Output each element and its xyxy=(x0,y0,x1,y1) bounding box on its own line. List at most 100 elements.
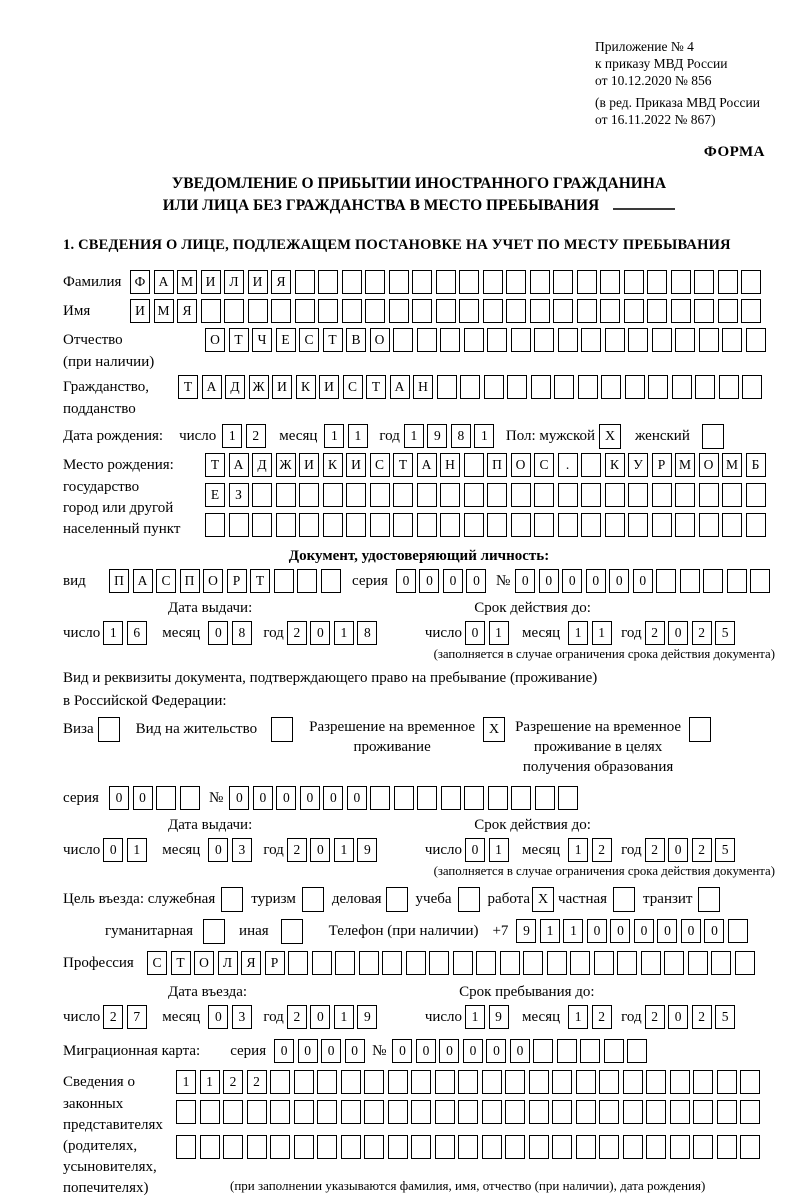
char-cell[interactable] xyxy=(487,328,507,352)
char-cell[interactable] xyxy=(646,1100,666,1124)
char-cell[interactable] xyxy=(458,1100,478,1124)
char-cell[interactable]: Я xyxy=(271,270,291,294)
char-cell[interactable]: 5 xyxy=(715,838,736,862)
char-cell[interactable] xyxy=(554,375,574,399)
char-cell[interactable] xyxy=(358,951,379,975)
char-cell[interactable]: З xyxy=(228,483,249,507)
char-cell[interactable]: 1 xyxy=(403,424,424,448)
checkbox-private[interactable] xyxy=(613,887,636,912)
char-cell[interactable] xyxy=(529,299,550,323)
char-cell[interactable]: 0 xyxy=(274,1039,295,1063)
char-cell[interactable]: 0 xyxy=(442,569,463,593)
char-cell[interactable] xyxy=(273,569,294,593)
char-cell[interactable] xyxy=(417,786,438,810)
char-cell[interactable] xyxy=(505,1135,525,1159)
char-cell[interactable] xyxy=(412,270,432,294)
char-cell[interactable]: Т xyxy=(322,328,343,352)
char-cell[interactable]: 1 xyxy=(568,838,589,862)
char-cell[interactable]: 2 xyxy=(691,621,712,645)
char-cell[interactable]: 0 xyxy=(466,569,487,593)
char-cell[interactable]: В xyxy=(346,328,366,352)
char-cell[interactable]: 0 xyxy=(297,1039,318,1063)
checkbox-female[interactable] xyxy=(701,424,724,449)
char-cell[interactable]: 0 xyxy=(395,569,416,593)
char-cell[interactable] xyxy=(224,299,244,323)
char-cell[interactable] xyxy=(294,270,315,294)
char-cell[interactable] xyxy=(694,299,714,323)
char-cell[interactable]: 0 xyxy=(321,1039,342,1063)
char-cell[interactable]: 1 xyxy=(568,621,589,645)
char-cell[interactable] xyxy=(687,951,708,975)
char-cell[interactable] xyxy=(722,483,742,507)
char-cell[interactable] xyxy=(275,483,296,507)
char-cell[interactable] xyxy=(434,1135,455,1159)
char-cell[interactable] xyxy=(452,951,473,975)
char-cell[interactable] xyxy=(440,513,460,537)
char-cell[interactable]: 1 xyxy=(126,838,147,862)
char-cell[interactable] xyxy=(460,375,480,399)
char-cell[interactable] xyxy=(552,1135,572,1159)
char-cell[interactable] xyxy=(552,1070,572,1094)
char-cell[interactable]: И xyxy=(130,299,150,323)
char-cell[interactable] xyxy=(575,1070,596,1094)
checkbox-tourism[interactable] xyxy=(301,887,324,912)
char-cell[interactable] xyxy=(340,1100,361,1124)
char-cell[interactable] xyxy=(628,328,648,352)
char-cell[interactable] xyxy=(487,786,508,810)
checkbox-transit[interactable] xyxy=(698,887,721,912)
char-cell[interactable] xyxy=(671,375,692,399)
char-cell[interactable] xyxy=(669,1135,690,1159)
char-cell[interactable] xyxy=(459,270,479,294)
char-cell[interactable] xyxy=(718,375,739,399)
char-cell[interactable] xyxy=(364,1135,384,1159)
char-cell[interactable] xyxy=(703,569,724,593)
char-cell[interactable]: 2 xyxy=(223,1070,243,1094)
char-cell[interactable] xyxy=(434,1100,455,1124)
char-cell[interactable]: 0 xyxy=(465,838,486,862)
char-cell[interactable] xyxy=(528,1100,549,1124)
char-cell[interactable]: 1 xyxy=(103,621,124,645)
char-cell[interactable] xyxy=(270,1100,290,1124)
char-cell[interactable] xyxy=(434,1070,455,1094)
char-cell[interactable] xyxy=(507,375,527,399)
char-cell[interactable]: 1 xyxy=(488,621,509,645)
char-cell[interactable]: О xyxy=(205,328,225,352)
checkbox-temp-residence[interactable]: X xyxy=(483,717,506,742)
char-cell[interactable] xyxy=(365,299,385,323)
char-cell[interactable] xyxy=(669,1070,690,1094)
char-cell[interactable] xyxy=(651,513,672,537)
char-cell[interactable] xyxy=(416,328,437,352)
char-cell[interactable] xyxy=(693,1100,713,1124)
char-cell[interactable]: 0 xyxy=(103,838,124,862)
char-cell[interactable] xyxy=(156,786,176,810)
char-cell[interactable]: П xyxy=(487,453,507,477)
char-cell[interactable] xyxy=(624,375,645,399)
char-cell[interactable]: 0 xyxy=(439,1039,460,1063)
char-cell[interactable] xyxy=(511,786,532,810)
char-cell[interactable]: Р xyxy=(651,453,672,477)
char-cell[interactable] xyxy=(570,951,590,975)
char-cell[interactable] xyxy=(458,1070,478,1094)
checkbox-visa[interactable] xyxy=(97,717,120,742)
char-cell[interactable]: 3 xyxy=(231,1005,252,1029)
char-cell[interactable] xyxy=(742,375,762,399)
char-cell[interactable]: 3 xyxy=(231,838,252,862)
char-cell[interactable] xyxy=(734,951,755,975)
checkbox-study[interactable] xyxy=(457,887,480,912)
char-cell[interactable] xyxy=(627,1039,648,1063)
char-cell[interactable]: Д xyxy=(252,453,272,477)
char-cell[interactable] xyxy=(299,513,319,537)
char-cell[interactable] xyxy=(528,1135,549,1159)
char-cell[interactable] xyxy=(740,1070,760,1094)
char-cell[interactable] xyxy=(271,299,291,323)
char-cell[interactable]: С xyxy=(299,328,319,352)
char-cell[interactable]: 0 xyxy=(633,919,654,943)
char-cell[interactable] xyxy=(476,951,496,975)
char-cell[interactable]: 9 xyxy=(427,424,448,448)
char-cell[interactable]: Ж xyxy=(248,375,269,399)
char-cell[interactable]: 2 xyxy=(691,838,712,862)
char-cell[interactable] xyxy=(246,1100,267,1124)
char-cell[interactable] xyxy=(601,375,621,399)
char-cell[interactable]: Т xyxy=(250,569,270,593)
char-cell[interactable]: 2 xyxy=(644,1005,665,1029)
